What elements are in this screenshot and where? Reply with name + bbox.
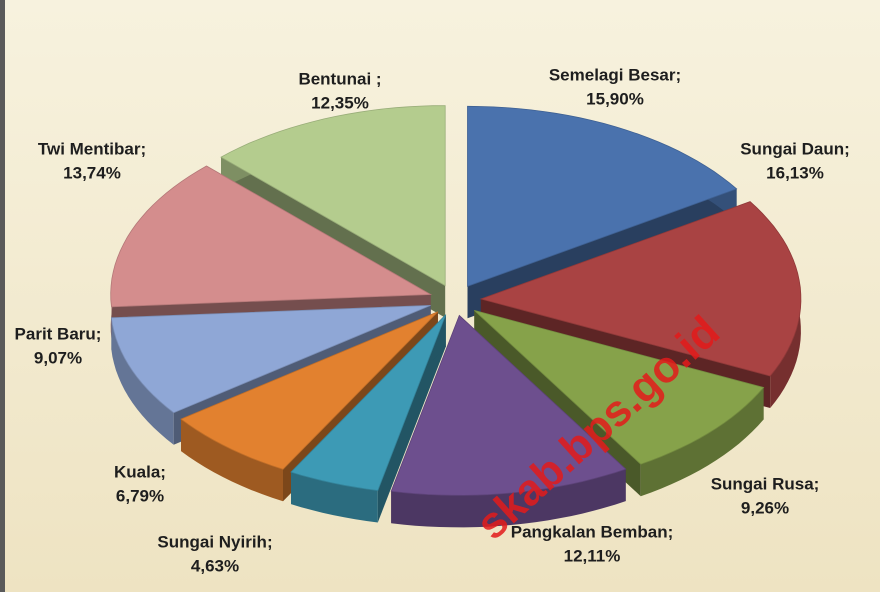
slice-label: Bentunai ; bbox=[298, 69, 381, 88]
slice-label: Parit Baru; bbox=[15, 324, 102, 343]
slice-group bbox=[290, 314, 447, 523]
slice-side bbox=[377, 314, 446, 523]
slice-value-label: 9,26% bbox=[741, 498, 789, 517]
slice bbox=[180, 311, 439, 470]
slice bbox=[110, 305, 431, 414]
slice bbox=[467, 105, 738, 287]
slice-value-label: 6,79% bbox=[116, 486, 164, 505]
slice-wall bbox=[291, 472, 378, 523]
slice-label: Pangkalan Bemban; bbox=[511, 522, 674, 541]
slice-group bbox=[390, 314, 627, 528]
slice-wall bbox=[111, 317, 174, 445]
labels: Semelagi Besar; 15,90% Sungai Daun; 16,13% S… bbox=[15, 65, 850, 575]
slice-value-label: 9,07% bbox=[34, 348, 82, 367]
slice-value-label: 16,13% bbox=[766, 163, 824, 182]
slice-value-label: 15,90% bbox=[586, 89, 644, 108]
slice-value-label: 12,35% bbox=[311, 93, 369, 112]
slice bbox=[290, 314, 447, 491]
slice-wall bbox=[640, 387, 764, 497]
slice-wall bbox=[181, 419, 283, 502]
slice-wall bbox=[391, 469, 626, 528]
slice-label: Sungai Rusa; bbox=[711, 474, 820, 493]
slice-group bbox=[474, 310, 765, 497]
slice bbox=[479, 201, 802, 377]
slice-group bbox=[110, 165, 433, 339]
pie bbox=[110, 105, 802, 528]
slice bbox=[474, 310, 765, 465]
slice-value-label: 4,63% bbox=[191, 556, 239, 575]
slice-value-label: 13,74% bbox=[63, 163, 121, 182]
slice-label: Sungai Daun; bbox=[740, 139, 850, 158]
slice-label: Twi Mentibar; bbox=[38, 139, 146, 158]
slice bbox=[110, 165, 433, 308]
slice-label: Sungai Nyirih; bbox=[157, 532, 272, 551]
slice bbox=[220, 105, 446, 287]
frame-edge bbox=[0, 0, 5, 592]
slice bbox=[390, 314, 627, 496]
slice-label: Kuala; bbox=[114, 462, 166, 481]
slice-value-label: 12,11% bbox=[564, 546, 621, 565]
slice-label: Semelagi Besar; bbox=[549, 65, 681, 84]
